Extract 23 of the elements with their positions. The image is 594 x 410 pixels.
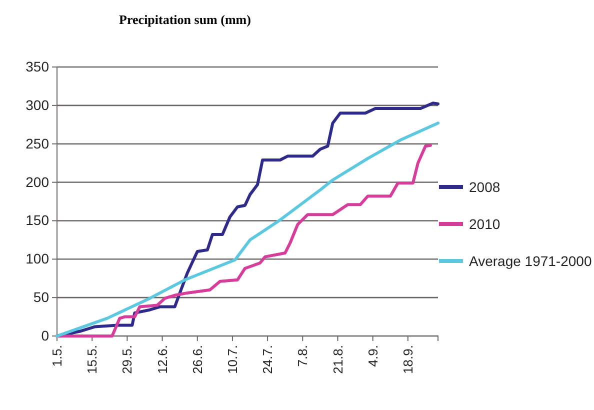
legend-label: 2010 (469, 216, 500, 232)
legend-label: 2008 (469, 178, 500, 195)
x-tick-label: 12.6. (154, 345, 170, 374)
legend-label: Average 1971-2000 (469, 252, 592, 269)
x-tick-label: 4.9. (365, 345, 380, 367)
x-tick-label: 21.8. (330, 345, 346, 374)
y-tick-label: 350 (26, 58, 50, 74)
y-tick-label: 0 (41, 327, 50, 344)
chart-title: Precipitation sum (mm) (119, 12, 251, 27)
x-tick-label: 26.6. (190, 345, 205, 374)
x-tick-label: 10.7. (225, 345, 240, 374)
x-tick-label: 15.5. (84, 345, 100, 374)
x-tick-label: 1.5. (50, 345, 65, 367)
x-tick-label: 18.9. (400, 345, 416, 374)
x-tick-label: 29.5. (120, 345, 135, 374)
x-tick-label: 7.8. (295, 345, 310, 367)
y-tick-label: 150 (26, 212, 50, 228)
y-tick-label: 300 (26, 96, 50, 113)
x-tick-label: 24.7. (260, 345, 276, 374)
y-tick-label: 50 (33, 289, 50, 306)
y-tick-label: 200 (26, 174, 50, 190)
y-tick-label: 100 (26, 250, 50, 267)
y-tick-label: 250 (26, 135, 50, 152)
